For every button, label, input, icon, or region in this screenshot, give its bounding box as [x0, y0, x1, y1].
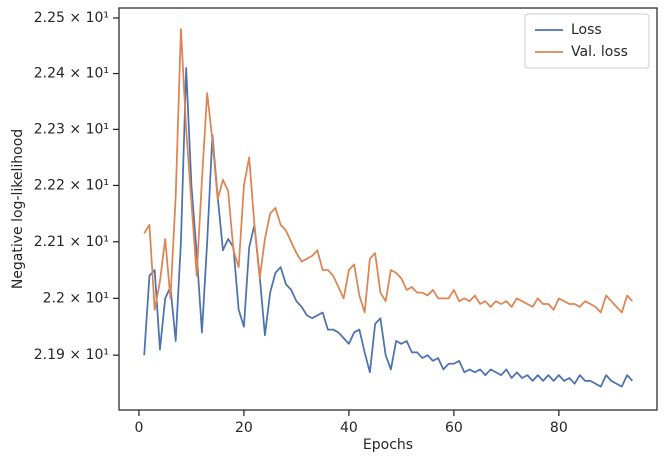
x-tick-label: 0 [134, 420, 143, 436]
legend-label: Val. loss [571, 44, 628, 60]
y-tick-label: 2.24 × 10¹ [34, 66, 109, 82]
y-tick-label: 2.19 × 10¹ [34, 347, 109, 363]
line-series [143, 28, 633, 314]
x-tick-label: 60 [445, 420, 463, 436]
y-tick-label: 2.2 × 10¹ [43, 290, 109, 306]
x-tick-label: 40 [340, 420, 358, 436]
x-tick-label: 20 [235, 420, 253, 436]
y-tick-label: 2.21 × 10¹ [34, 234, 109, 250]
x-axis-label: Epochs [363, 437, 413, 453]
legend-label: Loss [571, 22, 602, 38]
line-series [143, 67, 633, 388]
y-tick-label: 2.22 × 10¹ [34, 177, 109, 193]
x-tick-label: 80 [550, 420, 568, 436]
y-axis-label: Negative log-likelihood [10, 129, 26, 289]
plot-frame [118, 7, 658, 411]
y-tick-label: 2.23 × 10¹ [34, 121, 109, 137]
legend-box [524, 13, 650, 69]
y-tick-label: 2.25 × 10¹ [34, 10, 109, 26]
